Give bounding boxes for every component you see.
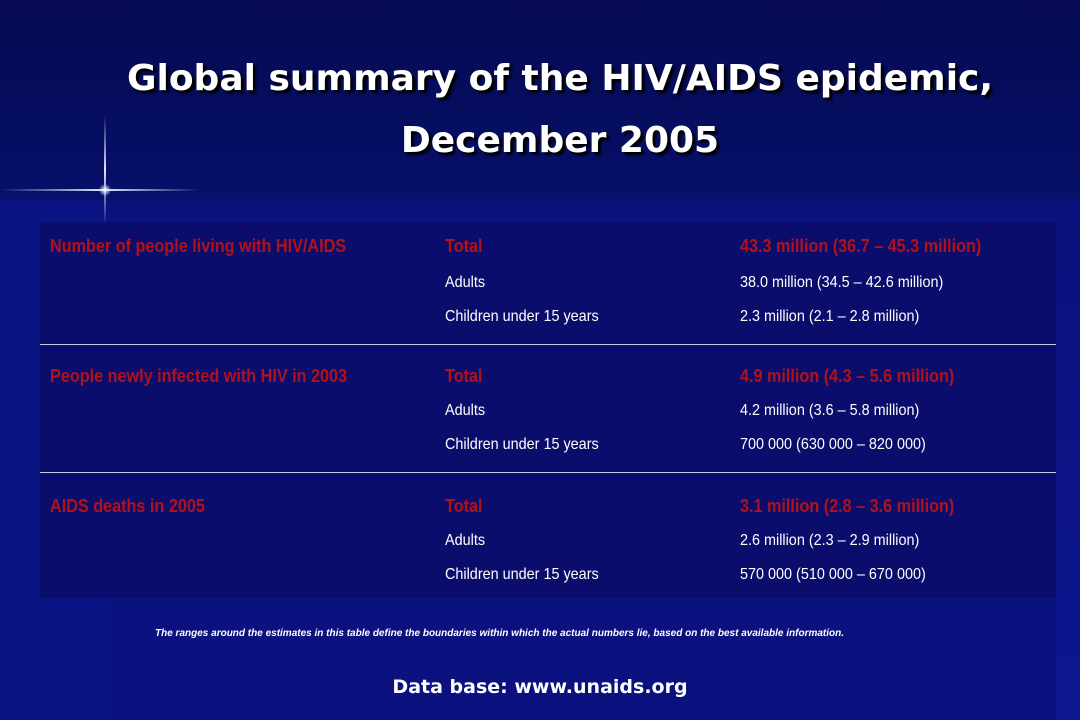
row-value-adults: 38.0 million (34.5 – 42.6 million) [740, 274, 944, 291]
section-category: AIDS deaths in 2005 [50, 496, 205, 516]
row-label-children: Children under 15 years [445, 308, 599, 325]
sparkle-star-icon [99, 184, 111, 196]
row-label-children: Children under 15 years [445, 436, 599, 453]
row-label-total: Total [445, 366, 483, 386]
row-value-children: 570 000 (510 000 – 670 000) [740, 566, 926, 583]
sparkle-vertical-ray [104, 115, 106, 225]
row-value-total: 3.1 million (2.8 – 3.6 million) [740, 496, 955, 516]
slide-title: Global summary of the HIV/AIDS epidemic,… [40, 48, 1080, 172]
row-label-adults: Adults [445, 402, 486, 419]
title-band [0, 0, 1080, 200]
row-value-adults: 2.6 million (2.3 – 2.9 million) [740, 532, 920, 549]
row-label-adults: Adults [445, 532, 486, 549]
row-label-children: Children under 15 years [445, 566, 599, 583]
row-value-children: 2.3 million (2.1 – 2.8 million) [740, 308, 920, 325]
title-line-2: December 2005 [400, 120, 720, 161]
row-label-total: Total [445, 496, 483, 516]
row-value-total: 43.3 million (36.7 – 45.3 million) [740, 236, 982, 256]
section-divider [40, 472, 1056, 473]
section-category: People newly infected with HIV in 2003 [50, 366, 348, 386]
footnote: The ranges around the estimates in this … [155, 628, 845, 639]
section-category: Number of people living with HIV/AIDS [50, 236, 347, 256]
row-value-children: 700 000 (630 000 – 820 000) [740, 436, 926, 453]
row-value-adults: 4.2 million (3.6 – 5.8 million) [740, 402, 920, 419]
footer-panel [105, 598, 1056, 720]
row-label-adults: Adults [445, 274, 486, 291]
summary-table: Number of people living with HIV/AIDS To… [40, 222, 1056, 598]
data-source-credit: Data base: www.unaids.org [392, 676, 688, 698]
section-divider [40, 344, 1056, 345]
title-line-1: Global summary of the HIV/AIDS epidemic, [126, 58, 994, 99]
row-value-total: 4.9 million (4.3 – 5.6 million) [740, 366, 955, 386]
row-label-total: Total [445, 236, 483, 256]
